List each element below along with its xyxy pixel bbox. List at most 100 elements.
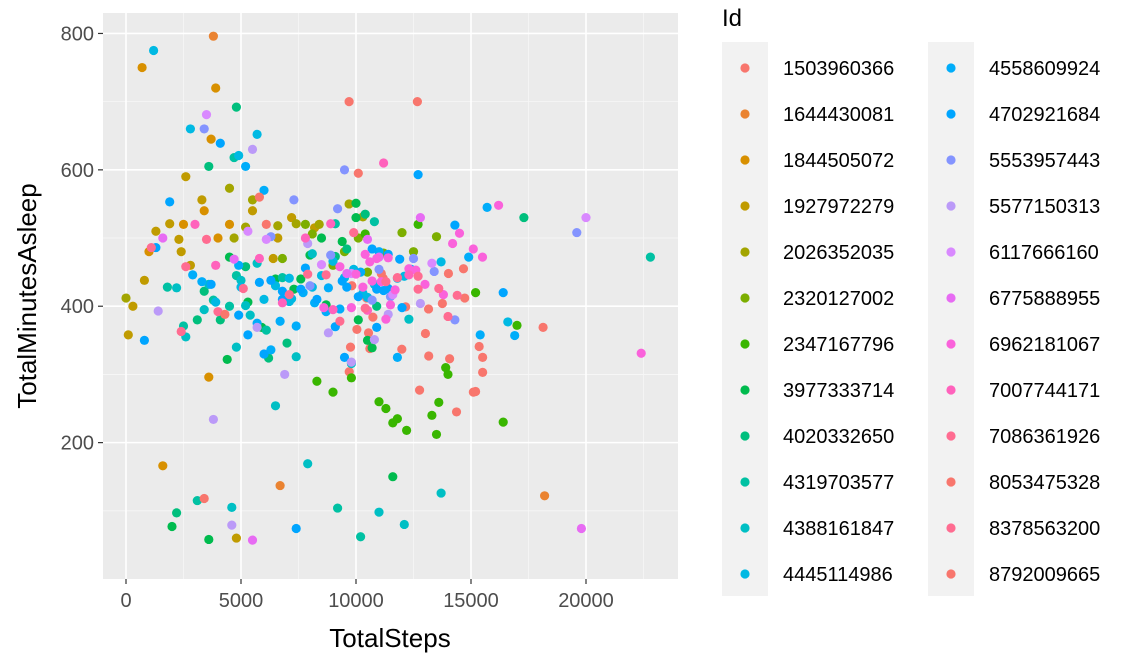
legend-key-dot — [740, 293, 750, 303]
data-point-6962181067 — [477, 252, 488, 262]
data-point-7086361926 — [392, 272, 402, 283]
data-point-4020332650 — [199, 286, 209, 296]
data-point-1927972279 — [273, 233, 283, 243]
data-point-1927972279 — [128, 301, 138, 311]
data-point-2347167796 — [381, 403, 391, 414]
y-tick-label: 200 — [61, 433, 94, 455]
data-point-3977333714 — [296, 274, 306, 284]
legend-column-1-background — [722, 42, 768, 596]
data-point-3977333714 — [316, 233, 327, 243]
x-tick-label: 20000 — [558, 590, 614, 612]
legend-item-7086361926: 7086361926 — [946, 426, 1100, 448]
data-point-2347167796 — [443, 369, 453, 380]
data-point-2026352035 — [229, 233, 239, 243]
data-point-2347167796 — [498, 417, 508, 427]
legend-key-dot — [740, 569, 750, 579]
data-point-6117666160 — [581, 212, 591, 223]
data-point-4388161847 — [245, 310, 255, 320]
legend-label: 4702921684 — [989, 104, 1100, 126]
x-tick-label: 0 — [120, 590, 131, 612]
data-point-5577150313 — [208, 414, 218, 425]
data-point-2026352035 — [121, 293, 131, 303]
data-point-4445114986 — [211, 297, 221, 307]
data-point-1844505072 — [204, 372, 214, 382]
data-point-4558609924 — [392, 352, 402, 362]
data-point-7086361926 — [443, 311, 453, 322]
data-point-7086361926 — [213, 307, 223, 317]
data-point-5577150313 — [252, 322, 262, 332]
data-point-4388161847 — [199, 305, 209, 315]
data-point-7007744171 — [211, 260, 221, 270]
data-point-4702921684 — [339, 352, 350, 362]
data-point-1927972279 — [174, 234, 184, 244]
data-point-4388161847 — [303, 459, 313, 469]
data-point-5577150313 — [247, 144, 258, 154]
legend-label: 8053475328 — [989, 472, 1100, 494]
legend-label: 5577150313 — [989, 196, 1100, 218]
data-point-4319703577 — [192, 495, 202, 506]
data-point-5553957443 — [326, 250, 336, 260]
data-point-1503960366 — [445, 354, 455, 364]
legend-key-dot — [946, 431, 956, 441]
legend-key-dot — [740, 201, 750, 211]
x-tick-label: 15000 — [443, 590, 499, 612]
data-point-2320127002 — [431, 232, 442, 242]
data-point-7007744171 — [328, 305, 338, 315]
data-point-6775888955 — [415, 212, 425, 223]
data-point-1844505072 — [158, 461, 168, 471]
data-point-1927972279 — [197, 195, 207, 205]
data-point-4558609924 — [482, 202, 492, 212]
data-point-4319703577 — [224, 301, 235, 311]
data-point-6962181067 — [372, 253, 382, 264]
data-point-4388161847 — [399, 519, 409, 530]
legend-label: 2320127002 — [783, 288, 894, 310]
legend-label: 5553957443 — [989, 150, 1100, 172]
data-point-4702921684 — [254, 277, 264, 287]
data-point-2026352035 — [247, 195, 258, 205]
data-point-4702921684 — [312, 294, 322, 305]
data-point-6962181067 — [381, 314, 391, 324]
data-point-2347167796 — [312, 376, 322, 386]
data-point-4388161847 — [436, 488, 446, 498]
data-point-1644430081 — [208, 31, 218, 41]
data-point-4445114986 — [234, 150, 244, 161]
data-point-6962181067 — [468, 244, 478, 254]
data-point-2026352035 — [314, 219, 324, 229]
data-point-2347167796 — [431, 429, 442, 440]
data-point-2347167796 — [402, 425, 412, 435]
data-point-4319703577 — [277, 272, 287, 283]
data-point-5577150313 — [227, 520, 237, 530]
legend-item-5553957443: 5553957443 — [946, 150, 1100, 172]
data-point-2026352035 — [291, 219, 301, 229]
data-point-7086361926 — [321, 270, 331, 280]
data-point-6962181067 — [494, 200, 504, 210]
data-point-7086361926 — [349, 227, 359, 238]
legend-label: 4319703577 — [783, 472, 894, 494]
data-point-6962181067 — [351, 269, 361, 279]
data-point-1503960366 — [368, 312, 378, 322]
data-point-4702921684 — [397, 302, 407, 313]
legend-key-dot — [740, 339, 750, 349]
legend-item-2026352035: 2026352035 — [740, 242, 894, 264]
y-tick-label: 400 — [61, 296, 94, 318]
data-point-4702921684 — [367, 244, 377, 254]
data-point-1503960366 — [437, 298, 447, 309]
data-point-1503960366 — [474, 341, 484, 352]
data-point-6962181067 — [448, 238, 458, 249]
data-point-6962181067 — [390, 285, 400, 295]
data-point-4558609924 — [475, 330, 485, 340]
data-point-4020332650 — [241, 262, 251, 272]
x-axis-ticks: 0 5000 10000 15000 20000 — [120, 579, 614, 612]
data-point-2320127002 — [307, 229, 317, 239]
data-point-4702921684 — [234, 310, 244, 320]
data-point-3977333714 — [351, 212, 361, 223]
data-point-1844505072 — [211, 83, 221, 93]
legend-key-dot — [946, 293, 956, 303]
legend-item-4702921684: 4702921684 — [946, 104, 1100, 126]
data-point-1927972279 — [231, 533, 241, 543]
data-point-3977333714 — [353, 315, 363, 325]
data-point-4702921684 — [395, 254, 405, 264]
data-point-4020332650 — [282, 338, 292, 348]
data-point-6117666160 — [261, 234, 271, 244]
data-point-6775888955 — [247, 535, 258, 545]
